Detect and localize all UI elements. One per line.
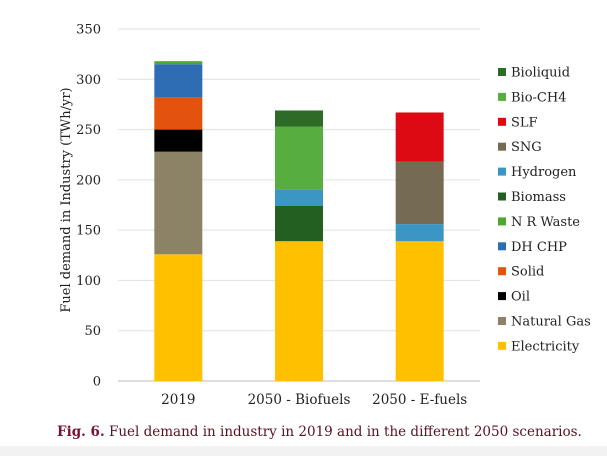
legend-swatch-slf	[498, 117, 506, 126]
bar-2019-solid	[154, 97, 203, 130]
legend-swatch-electricity	[498, 341, 506, 350]
bars	[154, 61, 444, 381]
legend-label-sng: SNG	[511, 140, 542, 155]
legend-label-electricity: Electricity	[511, 339, 580, 354]
y-tick-label: 300	[76, 73, 101, 88]
bar-2050-biofuels-hydrogen	[275, 189, 323, 207]
caption-text: Fuel demand in industry in 2019 and in t…	[108, 424, 582, 440]
legend-label-n-r-waste: N R Waste	[511, 215, 580, 230]
legend-label-hydrogen: Hydrogen	[511, 165, 577, 180]
legend-label-dh-chp: DH CHP	[511, 240, 567, 255]
legend-label-natural-gas: Natural Gas	[511, 315, 591, 330]
bar-2050-biofuels-biomass	[275, 206, 323, 242]
bar-2050-e-fuels-electricity	[395, 241, 444, 381]
legend-swatch-biomass	[498, 192, 506, 201]
x-tick-label: 2019	[161, 392, 195, 408]
legend-swatch-natural-gas	[498, 317, 506, 325]
y-tick-label: 100	[76, 274, 101, 289]
bottom-band	[0, 446, 607, 456]
x-tick-label: 2050 - E-fuels	[372, 392, 467, 408]
legend: Bioliquid Bio-CH4 SLF SNG Hydrogen Biomass N R…	[498, 66, 591, 354]
bar-2019-oil	[154, 129, 203, 152]
legend-swatch-bioliquid	[498, 68, 506, 76]
bar-2050-biofuels-bio-ch4	[275, 126, 323, 190]
bar-2019-natural-gas	[154, 151, 203, 255]
legend-swatch-dh-chp	[498, 242, 506, 251]
figure-caption: Fig. 6. Fuel demand in industry in 2019 …	[57, 424, 602, 440]
y-axis-ticks: 0 50 100 150 200 250 300 350	[76, 23, 101, 390]
bar-2019-electricity	[154, 254, 203, 381]
bar-2050-e-fuels-hydrogen	[395, 224, 444, 242]
legend-label-oil: Oil	[511, 290, 530, 305]
bar-2019-n-r-waste	[154, 61, 203, 65]
legend-label-bio-ch4: Bio-CH4	[511, 90, 567, 105]
y-axis-label: Fuel demand in Industry (TWh/yr)	[59, 87, 74, 312]
legend-label-bioliquid: Bioliquid	[511, 66, 570, 81]
bar-2050-e-fuels-slf	[395, 112, 444, 162]
y-tick-label: 50	[84, 324, 101, 339]
y-tick-label: 350	[76, 23, 101, 38]
legend-label-biomass: Biomass	[511, 190, 566, 205]
x-tick-label: 2050 - Biofuels	[248, 392, 351, 408]
legend-swatch-oil	[498, 292, 506, 301]
legend-swatch-hydrogen	[498, 167, 506, 176]
legend-swatch-sng	[498, 142, 506, 151]
legend-swatch-bio-ch4	[498, 92, 506, 101]
y-tick-label: 0	[93, 375, 101, 390]
legend-label-slf: SLF	[511, 115, 538, 130]
legend-label-solid: Solid	[511, 265, 544, 280]
bar-2050-biofuels-electricity	[275, 241, 323, 381]
y-tick-label: 200	[76, 173, 101, 188]
y-tick-label: 150	[76, 224, 101, 239]
bar-2050-biofuels-bioliquid	[275, 110, 323, 127]
x-axis-categories: 2019 2050 - Biofuels 2050 - E-fuels	[161, 392, 467, 408]
y-tick-label: 250	[76, 123, 101, 138]
bar-2019-dh-chp	[154, 64, 203, 98]
legend-swatch-n-r-waste	[498, 217, 506, 226]
caption-label: Fig. 6.	[57, 424, 105, 440]
bar-2050-e-fuels-sng	[395, 161, 444, 225]
legend-swatch-solid	[498, 267, 506, 276]
